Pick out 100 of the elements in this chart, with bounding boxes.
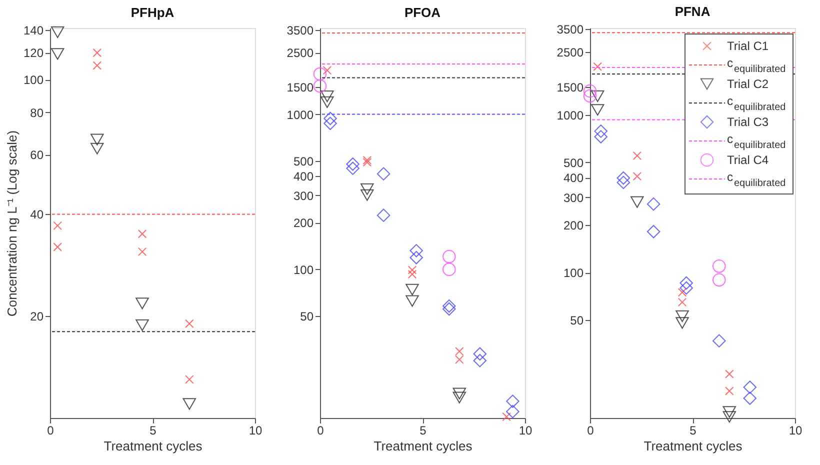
point	[320, 90, 334, 102]
point	[360, 183, 374, 195]
point	[590, 90, 604, 102]
point	[593, 62, 602, 72]
point	[630, 196, 644, 208]
chart-title: PFNA	[674, 4, 711, 19]
legend-label: Trial C4	[727, 153, 769, 167]
point	[722, 406, 736, 418]
point	[725, 386, 734, 396]
point	[53, 221, 62, 230]
y-tick-label: 500	[293, 154, 314, 168]
point	[442, 299, 456, 313]
y-tick-label: 2500	[286, 46, 314, 60]
point	[473, 354, 487, 368]
y-tick-label: 1000	[556, 108, 584, 122]
point	[646, 225, 660, 238]
y-tick-label: 400	[563, 171, 584, 186]
point	[583, 84, 597, 98]
point	[678, 298, 687, 307]
y-tick-label: 50	[570, 314, 584, 328]
point	[138, 229, 147, 238]
x-tick-label: 0	[47, 424, 54, 438]
point	[712, 273, 726, 287]
y-tick-label: 100	[293, 262, 314, 277]
x-tick-label: 10	[248, 424, 262, 438]
y-tick-label: 140	[23, 24, 44, 38]
point	[473, 347, 487, 361]
point	[136, 298, 149, 310]
point	[722, 411, 736, 423]
x-tick-label: 5	[420, 424, 427, 438]
y-tick-label: 1500	[286, 80, 314, 94]
point	[90, 142, 104, 154]
chart-title: PFHpA	[130, 5, 175, 20]
point	[632, 151, 642, 160]
y-tick-label: 400	[293, 169, 314, 184]
point	[680, 281, 693, 295]
point	[676, 310, 689, 322]
point	[313, 79, 327, 93]
x-tick-label: 10	[518, 424, 532, 438]
chart-title: PFOA	[404, 4, 442, 20]
y-axis-title: Concentration ng L⁻¹ (Log scale)	[4, 130, 20, 317]
point	[410, 244, 423, 258]
legend-label: Trial C1	[727, 39, 769, 53]
point	[320, 96, 334, 108]
point	[324, 116, 337, 130]
point	[452, 388, 466, 400]
y-tick-label: 20	[30, 310, 44, 324]
point	[362, 158, 372, 167]
point	[590, 104, 604, 116]
point	[182, 398, 196, 410]
point	[90, 134, 104, 146]
point	[408, 270, 417, 279]
point	[410, 251, 423, 264]
y-tick-label: 500	[563, 156, 584, 170]
point	[502, 412, 511, 422]
y-tick-label: 100	[563, 266, 584, 280]
point	[594, 124, 608, 138]
point	[185, 319, 194, 328]
point	[322, 66, 332, 75]
point	[53, 242, 62, 252]
point	[313, 67, 327, 81]
legend-label: Trial C2	[727, 77, 769, 91]
point	[646, 197, 660, 211]
point	[725, 370, 734, 378]
x-axis-title: Treatment cycles	[374, 438, 473, 454]
point	[616, 171, 630, 185]
y-tick-label: 2500	[556, 46, 584, 60]
point	[632, 172, 642, 181]
y-tick-label: 300	[293, 188, 314, 203]
y-tick-label: 50	[300, 310, 314, 324]
y-tick-label: 100	[23, 73, 44, 88]
point	[406, 284, 419, 296]
y-tick-label: 3500	[556, 22, 584, 36]
point	[506, 404, 520, 418]
point	[324, 112, 337, 126]
y-tick-label: 200	[293, 216, 314, 230]
point	[136, 319, 149, 332]
point	[92, 48, 102, 58]
point	[583, 89, 597, 103]
legend-label: Trial C3	[727, 115, 769, 129]
y-tick-label: 1000	[286, 108, 314, 122]
x-tick-label: 5	[690, 424, 697, 438]
point	[362, 156, 372, 165]
x-tick-label: 0	[317, 424, 324, 438]
point	[360, 189, 374, 201]
point	[712, 260, 726, 273]
x-axis-title: Treatment cycles	[104, 438, 203, 454]
point	[376, 208, 390, 222]
point	[442, 302, 456, 316]
point	[376, 167, 390, 180]
point	[346, 162, 360, 175]
y-tick-label: 60	[30, 148, 44, 162]
point	[346, 158, 360, 171]
point	[442, 250, 456, 264]
point	[455, 355, 464, 364]
point	[50, 48, 64, 60]
point	[442, 262, 456, 276]
point	[92, 61, 102, 70]
x-tick-label: 5	[150, 424, 157, 438]
x-axis-title: Treatment cycles	[644, 438, 743, 454]
